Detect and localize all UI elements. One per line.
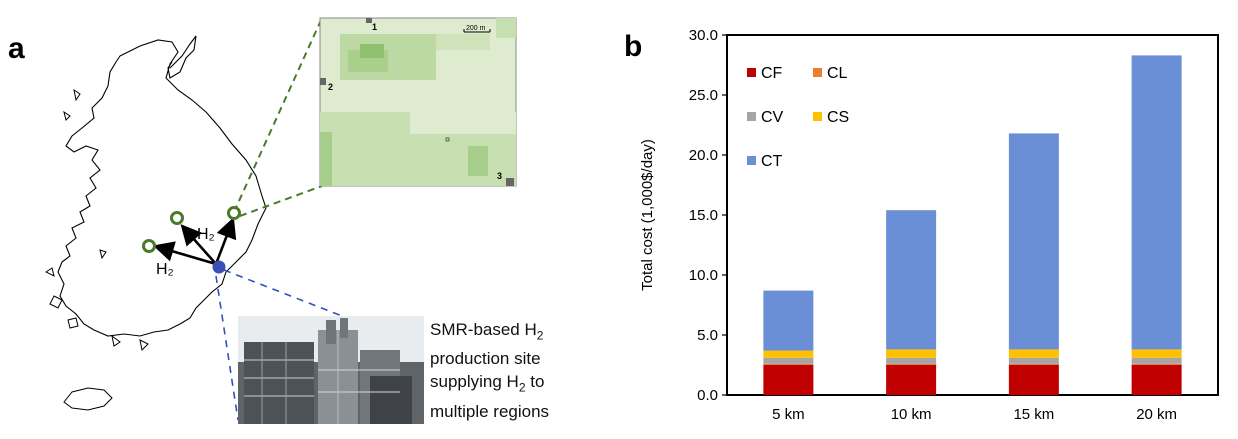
bar-segment-cs: [886, 349, 937, 358]
bar-segment-cv: [1008, 357, 1059, 364]
panel-a: a H₂ H₂: [0, 0, 610, 434]
bar-segment-ct: [886, 210, 937, 350]
h2-arrow: [153, 241, 217, 266]
bar-segment-cl: [1008, 363, 1059, 365]
legend-swatch-cs: [813, 112, 822, 121]
legend-swatch-cl: [813, 68, 822, 77]
bar-segment-ct: [1131, 55, 1182, 350]
inset-site-label: 2: [328, 82, 333, 92]
inset-link-line: [239, 185, 323, 217]
production-site-caption: SMR-based H2 production site supplying H…: [430, 318, 605, 423]
inset-site-label: 1: [372, 22, 377, 32]
caption-line: production site: [430, 349, 541, 369]
bar-segment-cv: [886, 357, 937, 364]
photo-link-line: [223, 269, 379, 331]
bar-segment-cs: [763, 350, 814, 358]
legend-swatch-cv: [747, 112, 756, 121]
inset-map: 1 2 3 200 m: [319, 17, 517, 187]
panel-a-figure: a H₂ H₂: [8, 17, 517, 424]
inset-site-label: 3: [497, 171, 502, 181]
target-region-marker: [170, 211, 184, 225]
y-tick-label: 0.0: [697, 387, 718, 404]
panel-a-letter: a: [8, 32, 25, 65]
legend-swatch-ct: [747, 156, 756, 165]
production-site-marker: [212, 260, 226, 274]
caption-line: multiple regions: [430, 401, 550, 421]
y-tick-label: 15.0: [689, 207, 718, 224]
bar-segment-cs: [1131, 349, 1182, 358]
x-tick-label: 5 km: [772, 406, 805, 423]
bar-segment-ct: [1008, 133, 1059, 350]
inset-site-marker: [320, 78, 326, 85]
inset-site-marker: [506, 178, 514, 186]
bar-segment-cl: [886, 363, 937, 365]
y-tick-label: 10.0: [689, 267, 718, 284]
island-outline: [63, 387, 113, 411]
bar-segment-cf: [763, 365, 814, 395]
y-tick-label: 20.0: [689, 147, 718, 164]
h2-label: H₂: [156, 261, 174, 278]
y-tick-label: 25.0: [689, 87, 718, 104]
inset-scale-label: 200 m: [466, 25, 486, 32]
korea-map-outline: [57, 35, 267, 337]
island-outline: [45, 88, 149, 352]
production-plant-photo: [238, 316, 424, 424]
x-tick-label: 20 km: [1136, 406, 1177, 423]
plot-area: 0.0 5.0 10.0 15.0 20.0 25.0 30.0 5 km 10 km 15 km…: [689, 27, 1219, 423]
bar-segment-cv: [1131, 357, 1182, 364]
h2-label: H₂: [197, 226, 215, 243]
panel-b: b Total cost (1,000$/day) 0.0 5.0 10.0 15.0…: [620, 0, 1238, 434]
h2-arrow: [180, 224, 217, 265]
legend-label-cf: CF: [761, 65, 783, 82]
x-tick-label: 15 km: [1013, 406, 1054, 423]
panel-b-letter: b: [624, 30, 642, 63]
y-tick-label: 5.0: [697, 327, 718, 344]
stacked-bar-chart: b Total cost (1,000$/day) 0.0 5.0 10.0 15.0…: [624, 27, 1219, 423]
bar-segment-cv: [763, 357, 814, 364]
inset-link-line: [233, 17, 323, 213]
target-region-marker: [227, 206, 241, 220]
target-region-marker: [142, 239, 156, 253]
inset-site-marker: [366, 18, 372, 23]
legend-label-ct: CT: [761, 153, 783, 170]
caption-line: SMR-based H2: [430, 320, 544, 343]
legend-label-cs: CS: [827, 109, 849, 126]
h2-arrow: [214, 217, 237, 265]
bar-segment-cs: [1008, 349, 1059, 358]
caption-line: supplying H2 to: [430, 372, 545, 395]
bar-segment-cl: [1131, 363, 1182, 365]
bar-segment-ct: [763, 290, 814, 351]
bar-segment-cl: [763, 363, 814, 365]
legend-label-cl: CL: [827, 65, 848, 82]
x-tick-label: 10 km: [891, 406, 932, 423]
bar-segment-cf: [886, 365, 937, 395]
bar-segment-cf: [1008, 365, 1059, 395]
y-axis-label: Total cost (1,000$/day): [639, 139, 656, 291]
photo-link-line: [215, 275, 239, 421]
legend-swatch-cf: [747, 68, 756, 77]
y-tick-label: 30.0: [689, 27, 718, 44]
legend-label-cv: CV: [761, 109, 784, 126]
bar-segment-cf: [1131, 365, 1182, 395]
